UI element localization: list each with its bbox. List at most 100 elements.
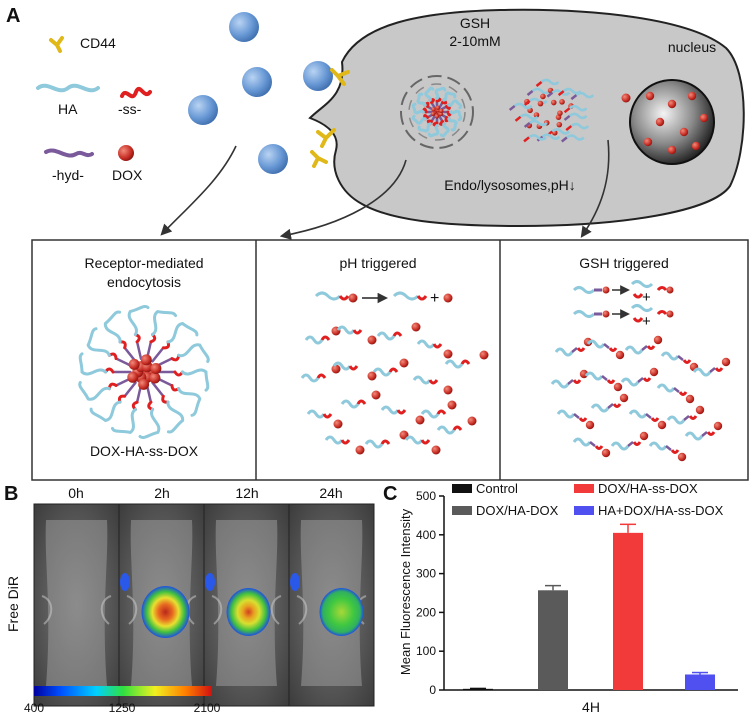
free-dir-label: Free DiR xyxy=(5,576,21,632)
dox-molecule xyxy=(443,385,453,395)
linker xyxy=(563,107,571,114)
hyd-linker xyxy=(637,377,644,383)
ss-linker xyxy=(356,399,367,405)
ha-strand xyxy=(630,304,654,312)
dox-molecule xyxy=(438,111,444,117)
legend-dox-icon xyxy=(118,145,134,161)
legend-hyd-label: -hyd- xyxy=(52,167,84,183)
linker xyxy=(526,90,534,96)
ha-strand xyxy=(151,309,178,337)
dox-molecule xyxy=(679,127,689,137)
dox-molecule xyxy=(138,378,150,390)
ha-strand xyxy=(416,339,436,349)
dox-molecule xyxy=(540,93,546,100)
dox-molecule xyxy=(691,141,701,151)
ha-strand xyxy=(556,409,576,419)
dox-molecule xyxy=(537,100,544,107)
cell-body xyxy=(308,8,745,228)
dox-molecule xyxy=(666,286,674,294)
ss-linker xyxy=(428,379,439,385)
ha-strand xyxy=(610,441,630,451)
dox-molecule xyxy=(579,369,589,379)
colorbar-mid: 1250 xyxy=(109,701,136,715)
ha-strand xyxy=(417,122,432,133)
ss-linker xyxy=(432,343,443,349)
hyd-linker xyxy=(607,403,614,409)
legend-cd44-icon xyxy=(49,36,64,53)
gsh-label: GSH xyxy=(460,15,490,31)
dox-molecule xyxy=(721,357,731,367)
nanoparticle xyxy=(229,12,259,42)
cd44-receptor-icon xyxy=(310,150,328,168)
y-tick-label: 200 xyxy=(416,605,436,619)
ss-linker xyxy=(388,367,399,373)
hyd-linker xyxy=(641,345,648,351)
dox-molecule xyxy=(653,335,663,345)
dox-molecule xyxy=(371,390,381,400)
fluorescence-signal xyxy=(319,588,364,636)
legend-dox-label: DOX xyxy=(112,167,143,183)
dox-molecule xyxy=(439,108,444,113)
dox-molecule xyxy=(411,322,421,332)
y-tick-label: 400 xyxy=(416,528,436,542)
linker xyxy=(563,114,571,121)
dox-molecule xyxy=(556,121,563,128)
endo-lysosome-label: Endo/lysosomes,pH↓ xyxy=(444,177,576,193)
ha-strand xyxy=(541,133,561,140)
y-tick-label: 300 xyxy=(416,567,436,581)
hyd-linker xyxy=(135,340,143,360)
ha-strand xyxy=(412,375,432,385)
hyd-linker xyxy=(151,381,165,398)
dox-molecule xyxy=(443,293,453,303)
fluorescence-signal xyxy=(205,573,215,591)
legend-ha-label: HA xyxy=(58,101,78,117)
ss-linker xyxy=(646,345,656,350)
hyd-linker xyxy=(567,379,574,385)
ha-strand xyxy=(628,409,648,419)
ha-strand xyxy=(528,119,548,127)
dox-molecule xyxy=(613,382,623,392)
linker xyxy=(570,94,578,101)
hyd-linker xyxy=(123,381,137,398)
hyd-linker xyxy=(683,415,690,421)
dox-ha-ss-dox-micelle xyxy=(78,304,210,440)
colorbar-max: 2100 xyxy=(194,701,221,715)
ha-strand xyxy=(692,367,712,377)
legend-hyd-icon xyxy=(44,148,94,158)
mouse-fold xyxy=(41,595,112,625)
dox-molecule xyxy=(140,354,152,366)
timepoint-12h: 12h xyxy=(235,485,258,501)
ha-strand xyxy=(314,291,342,301)
legend-ss-icon xyxy=(120,86,152,99)
dox-molecule xyxy=(479,350,489,360)
ss-linker xyxy=(340,439,351,445)
ss-linker xyxy=(322,413,333,419)
x-axis-label: 4H xyxy=(582,699,600,715)
endosome xyxy=(400,75,474,149)
dox-molecule xyxy=(435,105,441,110)
ha-strand xyxy=(620,377,640,387)
dox-molecule xyxy=(685,394,695,404)
ha-strand xyxy=(324,435,344,445)
ha-strand xyxy=(630,280,654,288)
ha-strand xyxy=(444,359,464,369)
dox-molecule xyxy=(699,113,709,123)
imaging-panel xyxy=(33,503,375,707)
dox-molecule xyxy=(677,452,687,462)
ha-strand xyxy=(376,331,396,341)
ha-strand xyxy=(434,86,447,100)
ha-strand xyxy=(304,335,324,345)
ha-strand xyxy=(660,351,680,361)
ss-linker xyxy=(682,359,692,364)
ss-linker xyxy=(714,367,724,372)
panel-a-label: A xyxy=(6,5,20,27)
ha-strand xyxy=(554,347,574,357)
ha-strand xyxy=(78,352,108,376)
hyd-linker xyxy=(627,441,634,447)
ss-linker xyxy=(642,377,652,382)
ha-strand xyxy=(300,373,320,383)
nanoparticle xyxy=(188,95,218,125)
dox-molecule xyxy=(415,415,425,425)
dox-molecule xyxy=(434,114,440,119)
ha-strand xyxy=(380,405,400,415)
